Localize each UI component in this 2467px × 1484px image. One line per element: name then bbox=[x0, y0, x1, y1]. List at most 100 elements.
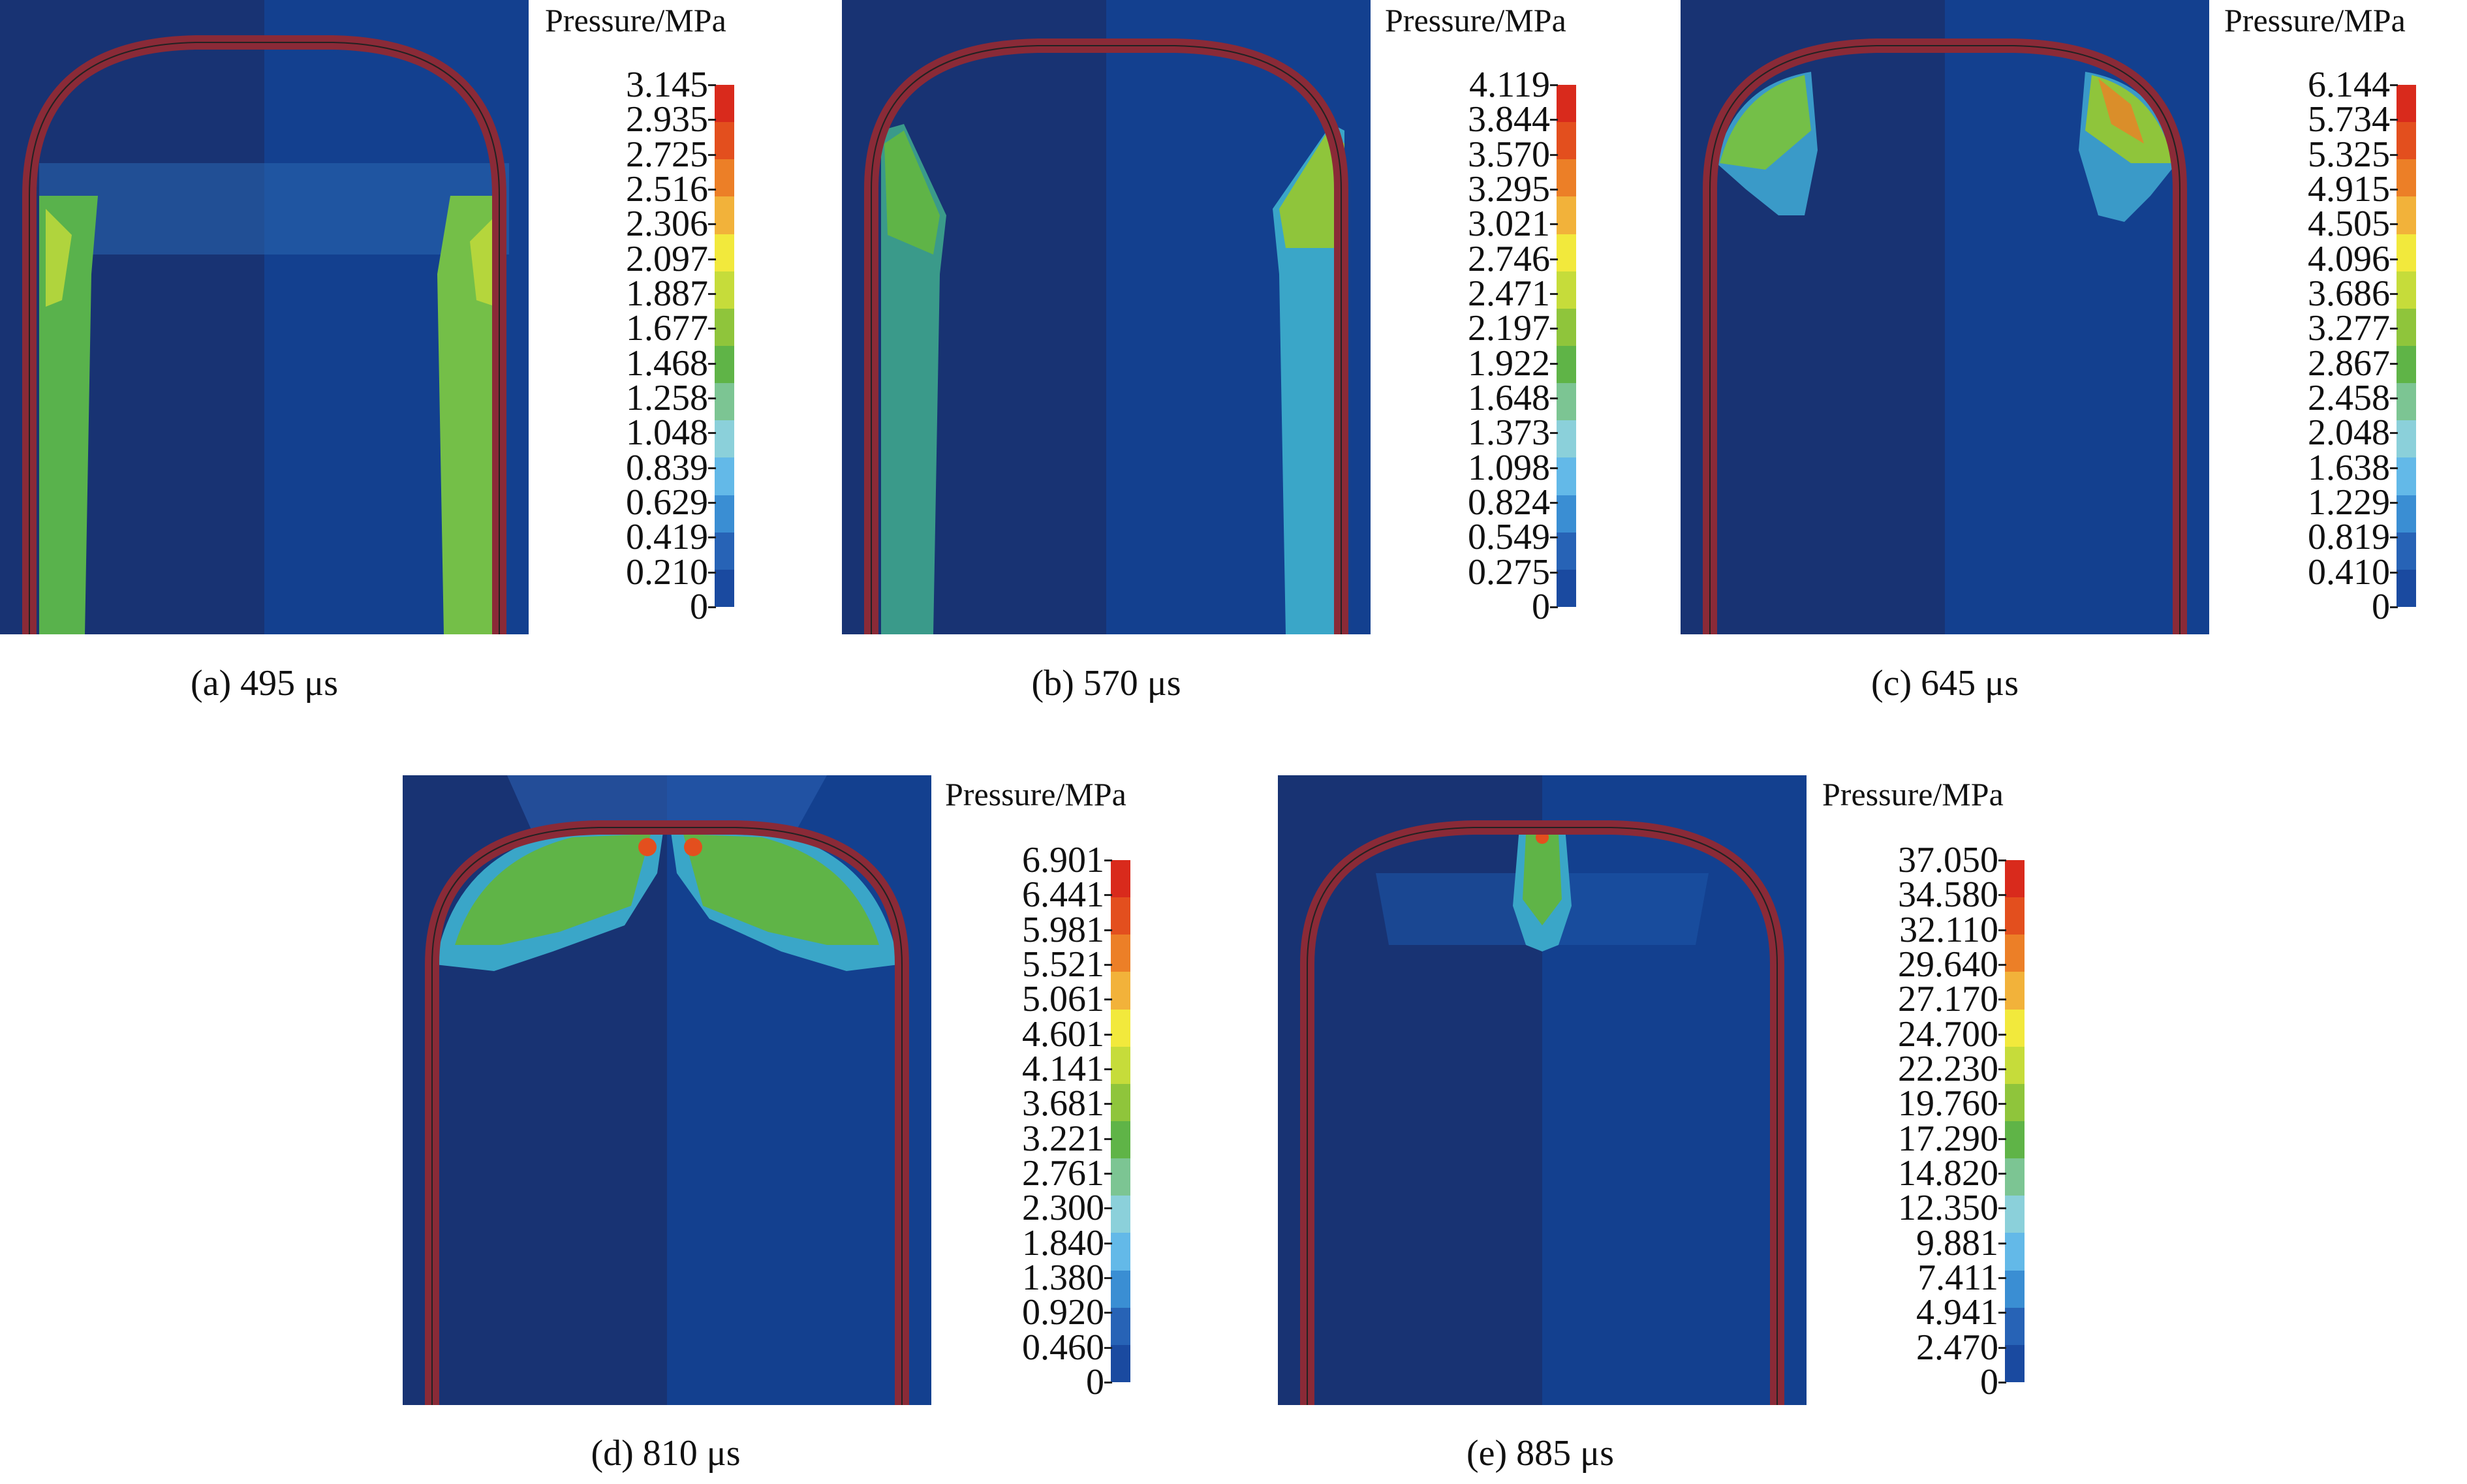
colorbar-tick-mark bbox=[1998, 1137, 2006, 1140]
colorbar-tick-label: 2.725 bbox=[626, 134, 708, 175]
colorbar-tick-label: 2.746 bbox=[1468, 238, 1550, 279]
colorbar-tick-mark bbox=[1104, 1242, 1112, 1244]
colorbar-tick-mark bbox=[1550, 432, 1558, 435]
colorbar-c bbox=[2397, 85, 2416, 608]
colorbar-tick-label: 3.681 bbox=[1022, 1083, 1104, 1124]
colorbar-tick-label: 1.922 bbox=[1468, 343, 1550, 384]
colorbar-tick-label: 5.734 bbox=[2308, 99, 2390, 140]
colorbar-segment bbox=[1111, 1307, 1130, 1346]
colorbar-tick-mark bbox=[708, 84, 716, 86]
colorbar-tick-mark bbox=[1104, 1277, 1112, 1279]
colorbar-tick-label: 14.820 bbox=[1898, 1153, 1998, 1194]
colorbar-segment bbox=[1111, 935, 1130, 972]
colorbar-tick-label: 2.306 bbox=[626, 204, 708, 245]
colorbar-tick-mark bbox=[708, 397, 716, 399]
colorbar-segment bbox=[2005, 1158, 2025, 1196]
colorbar-tick-mark bbox=[1550, 293, 1558, 295]
colorbar-segment bbox=[1557, 271, 1576, 309]
colorbar-segment bbox=[715, 85, 734, 123]
colorbar-tick-label: 27.170 bbox=[1898, 979, 1998, 1020]
colorbar-tick-label: 3.221 bbox=[1022, 1118, 1104, 1159]
colorbar-tick-label: 4.915 bbox=[2308, 169, 2390, 209]
colorbar-tick-mark bbox=[1550, 153, 1558, 156]
colorbar-segment bbox=[715, 495, 734, 533]
colorbar-tick-label: 0 bbox=[2372, 587, 2390, 627]
colorbar-segment bbox=[1557, 457, 1576, 496]
colorbar-tick-mark bbox=[1550, 84, 1558, 86]
colorbar-segment bbox=[2397, 159, 2416, 197]
simulation-image-a bbox=[0, 0, 529, 634]
colorbar-tick-label: 2.516 bbox=[626, 169, 708, 209]
colorbar-segment bbox=[2397, 122, 2416, 160]
colorbar-segment bbox=[715, 308, 734, 347]
colorbar-tick-mark bbox=[1998, 1207, 2006, 1210]
colorbar-tick-mark bbox=[708, 258, 716, 260]
colorbar-tick-label: 6.144 bbox=[2308, 65, 2390, 105]
colorbar-tick-mark bbox=[2390, 362, 2398, 365]
colorbar-segment bbox=[2397, 85, 2416, 123]
colorbar-tick-label: 6.441 bbox=[1022, 874, 1104, 916]
colorbar-tick-label: 1.677 bbox=[626, 308, 708, 349]
colorbar-segment bbox=[715, 383, 734, 421]
colorbar-tick-label: 1.258 bbox=[626, 378, 708, 418]
colorbar-segment bbox=[1111, 1344, 1130, 1383]
colorbar-tick-label: 2.867 bbox=[2308, 343, 2390, 384]
colorbar-tick-label: 0 bbox=[1980, 1362, 1998, 1402]
colorbar-tick-label: 5.325 bbox=[2308, 134, 2390, 175]
colorbar-tick-label: 0.549 bbox=[1468, 517, 1550, 558]
colorbar-tick-mark bbox=[1104, 1346, 1112, 1349]
colorbar-tick-mark bbox=[1550, 606, 1558, 608]
colorbar-tick-mark bbox=[708, 119, 716, 121]
colorbar-tick-mark bbox=[708, 536, 716, 539]
legend-title-c: Pressure/MPa bbox=[2224, 2, 2406, 39]
colorbar-tick-label: 7.411 bbox=[1917, 1258, 1998, 1298]
colorbar-tick-mark bbox=[708, 571, 716, 574]
colorbar-segment bbox=[2005, 1121, 2025, 1159]
colorbar-tick-label: 0.819 bbox=[2308, 517, 2390, 558]
colorbar-segment bbox=[2005, 897, 2025, 935]
colorbar-tick-mark bbox=[708, 189, 716, 191]
colorbar-tick-mark bbox=[2390, 397, 2398, 399]
colorbar-segment bbox=[2005, 935, 2025, 972]
colorbar-segment bbox=[2397, 532, 2416, 570]
colorbar-tick-label: 9.881 bbox=[1916, 1222, 1998, 1263]
colorbar-tick-mark bbox=[1998, 1346, 2006, 1349]
colorbar-segment bbox=[1111, 897, 1130, 935]
colorbar-tick-label: 5.981 bbox=[1022, 909, 1104, 950]
colorbar-tick-mark bbox=[1998, 929, 2006, 931]
simulation-image-b bbox=[842, 0, 1371, 634]
colorbar-segment bbox=[1557, 346, 1576, 384]
colorbar-tick-mark bbox=[1104, 998, 1112, 1001]
colorbar-tick-label: 0 bbox=[1086, 1362, 1104, 1402]
colorbar-tick-mark bbox=[708, 362, 716, 365]
colorbar-tick-label: 5.521 bbox=[1022, 944, 1104, 985]
colorbar-tick-mark bbox=[708, 223, 716, 226]
colorbar-tick-mark bbox=[1998, 1312, 2006, 1314]
colorbar-tick-label: 0 bbox=[1532, 587, 1550, 627]
colorbar-tick-label: 1.048 bbox=[626, 412, 708, 454]
colorbar-d bbox=[1111, 860, 1130, 1383]
colorbar-tick-mark bbox=[708, 153, 716, 156]
colorbar-tick-label: 0.410 bbox=[2308, 551, 2390, 593]
colorbar-tick-label: 1.380 bbox=[1022, 1258, 1104, 1298]
colorbar-tick-mark bbox=[2390, 571, 2398, 574]
colorbar-tick-mark bbox=[1104, 1103, 1112, 1105]
colorbar-segment bbox=[1557, 569, 1576, 608]
colorbar-tick-label: 0.629 bbox=[626, 482, 708, 523]
colorbar-tick-mark bbox=[1104, 1173, 1112, 1175]
colorbar-tick-label: 4.141 bbox=[1022, 1049, 1104, 1089]
colorbar-tick-label: 4.119 bbox=[1469, 65, 1550, 105]
caption-e: (e) 885 μs bbox=[1466, 1433, 1614, 1474]
colorbar-tick-label: 2.471 bbox=[1468, 273, 1550, 314]
colorbar-segment bbox=[2397, 196, 2416, 235]
colorbar-tick-label: 5.061 bbox=[1022, 979, 1104, 1020]
colorbar-segment bbox=[1557, 383, 1576, 421]
colorbar-b bbox=[1557, 85, 1576, 608]
colorbar-tick-mark bbox=[1550, 502, 1558, 504]
colorbar-tick-label: 3.570 bbox=[1468, 134, 1550, 175]
legend-title-d: Pressure/MPa bbox=[945, 776, 1126, 812]
colorbar-tick-mark bbox=[1104, 1137, 1112, 1140]
colorbar-tick-mark bbox=[1104, 964, 1112, 966]
colorbar-tick-label: 4.505 bbox=[2308, 204, 2390, 245]
colorbar-segment bbox=[2397, 346, 2416, 384]
